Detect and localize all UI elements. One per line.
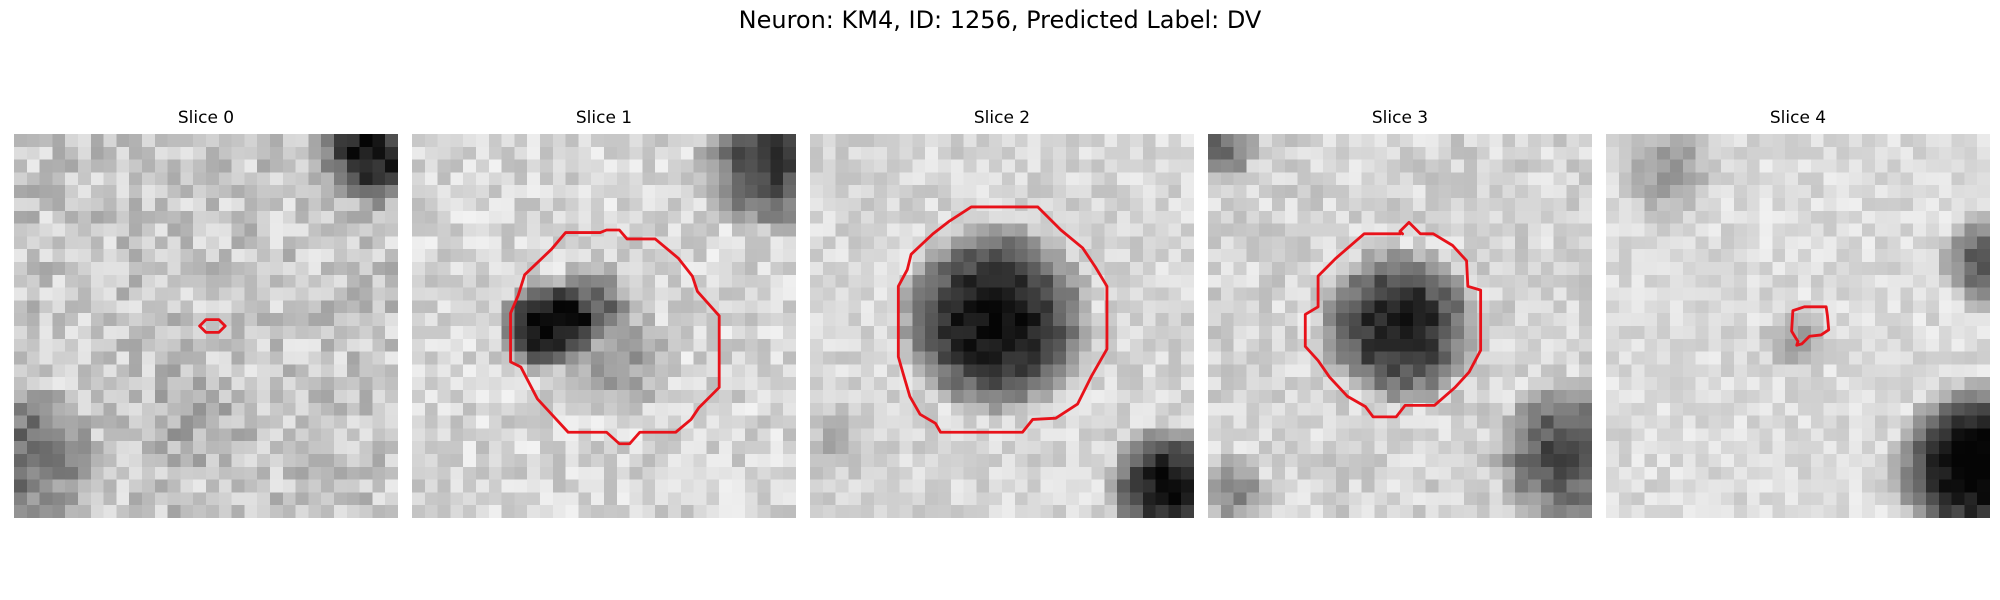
neuron-contour [198, 318, 227, 334]
slice-4-image [1606, 134, 1990, 518]
pixel-grid [1606, 134, 1990, 518]
slice-4-title: Slice 4 [1769, 108, 1827, 128]
slice-2-title: Slice 2 [973, 108, 1031, 128]
slice-0-image [14, 134, 398, 518]
slice-1-title: Slice 1 [575, 108, 633, 128]
slice-1-image [412, 134, 796, 518]
pixel-grid [810, 134, 1194, 518]
pixel-grid [412, 134, 796, 518]
slice-0-title: Slice 0 [177, 108, 235, 128]
slice-2-image [810, 134, 1194, 518]
neuron-contour [1303, 220, 1483, 419]
pixel-grid [14, 134, 398, 518]
neuron-contour [896, 205, 1109, 434]
pixel-grid [1208, 134, 1592, 518]
neuron-contour [509, 228, 721, 446]
slice-3-title: Slice 3 [1371, 108, 1429, 128]
slice-3-image [1208, 134, 1592, 518]
figure-title: Neuron: KM4, ID: 1256, Predicted Label: … [738, 6, 1262, 34]
neuron-contour [1790, 305, 1831, 347]
